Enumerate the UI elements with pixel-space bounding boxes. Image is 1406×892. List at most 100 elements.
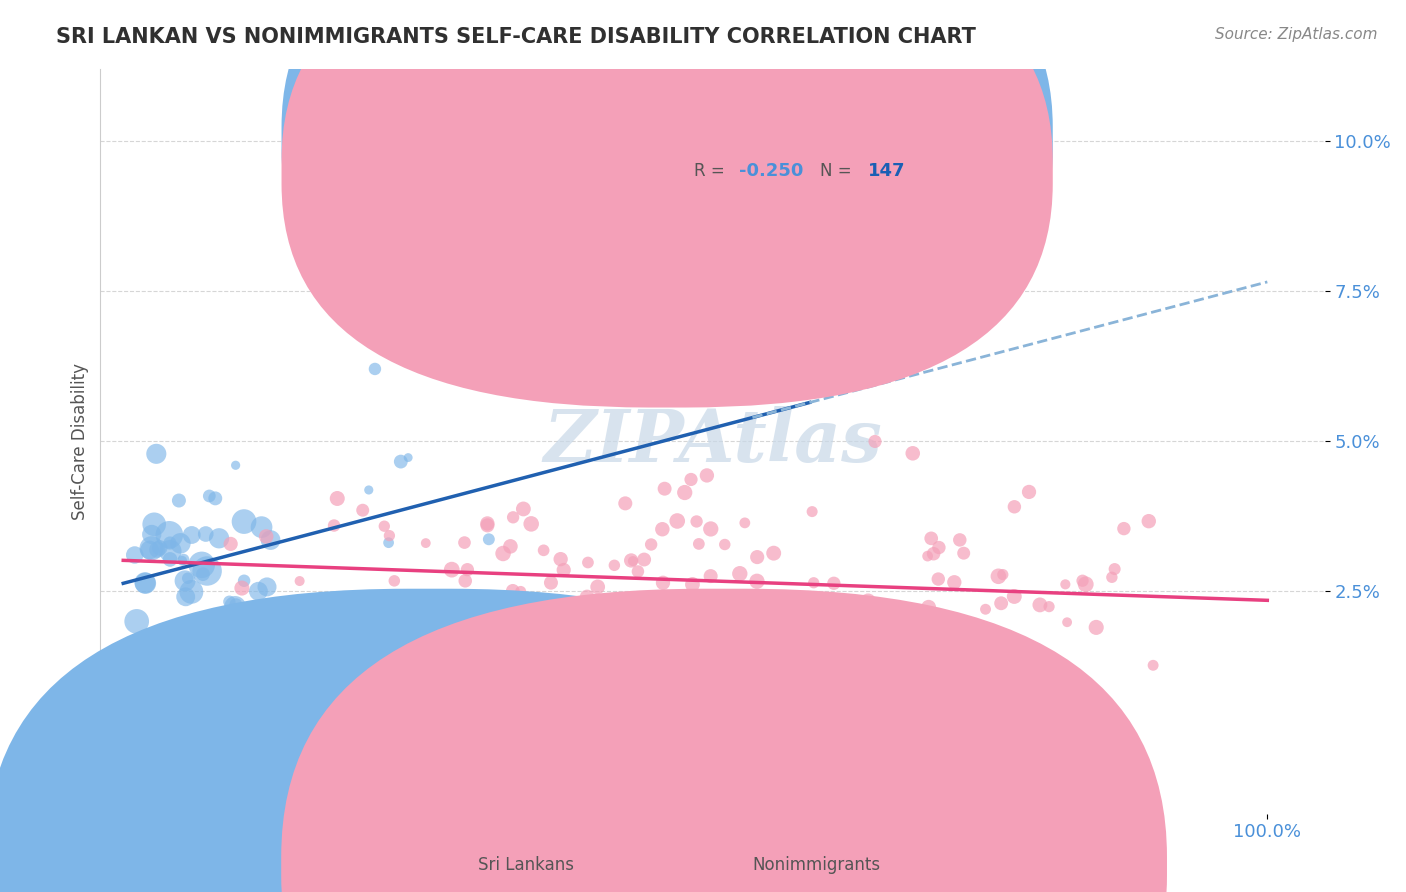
Point	[1002, 590, 1025, 604]
Point	[174, 574, 197, 588]
Point	[389, 454, 412, 468]
Text: N =: N =	[817, 128, 848, 146]
Point	[643, 632, 665, 646]
Point	[803, 575, 825, 590]
Point	[194, 527, 217, 541]
Point	[837, 596, 859, 610]
Point	[352, 503, 374, 517]
Point	[679, 473, 702, 487]
Point	[520, 516, 543, 531]
Point	[138, 543, 160, 558]
Point	[901, 446, 924, 460]
Point	[134, 576, 156, 591]
Point	[987, 569, 1010, 583]
Point	[456, 563, 478, 577]
Point	[868, 609, 890, 624]
Point	[1054, 577, 1077, 591]
Point	[952, 546, 974, 560]
Point	[323, 599, 346, 613]
Point	[643, 658, 665, 673]
Point	[384, 629, 406, 643]
Point	[352, 205, 374, 219]
Point	[262, 632, 284, 647]
Point	[163, 623, 186, 637]
Text: Source: ZipAtlas.com: Source: ZipAtlas.com	[1215, 27, 1378, 42]
Point	[398, 284, 420, 298]
Point	[478, 533, 501, 547]
Point	[813, 661, 835, 675]
Point	[463, 605, 485, 619]
Point	[198, 489, 221, 503]
Point	[799, 606, 821, 620]
Point	[699, 569, 721, 583]
Point	[159, 536, 181, 550]
Text: R =: R =	[695, 128, 725, 146]
Point	[851, 593, 873, 607]
FancyBboxPatch shape	[627, 113, 981, 218]
Point	[1059, 705, 1081, 719]
Point	[377, 535, 399, 549]
Point	[256, 580, 278, 594]
Text: ZIPAtlas: ZIPAtlas	[543, 406, 882, 476]
Point	[1085, 620, 1108, 634]
Point	[685, 515, 707, 529]
Point	[865, 600, 887, 615]
Point	[134, 575, 156, 590]
Text: 147: 147	[868, 162, 905, 180]
Point	[231, 581, 253, 595]
Point	[225, 458, 247, 473]
Point	[177, 571, 200, 585]
Point	[700, 649, 723, 664]
Point	[789, 606, 811, 620]
Point	[499, 540, 522, 554]
Point	[204, 491, 226, 506]
Point	[928, 541, 950, 555]
Point	[713, 537, 735, 551]
Point	[900, 631, 922, 645]
Point	[437, 608, 460, 623]
Point	[167, 493, 190, 508]
Point	[157, 528, 180, 542]
Point	[453, 535, 475, 549]
Point	[292, 617, 315, 632]
Point	[451, 674, 474, 689]
Point	[651, 522, 673, 536]
Point	[685, 590, 707, 604]
Point	[603, 558, 626, 573]
Point	[141, 541, 163, 556]
Point	[454, 574, 477, 588]
Point	[859, 629, 882, 643]
Point	[138, 646, 160, 660]
Point	[605, 599, 627, 613]
Point	[371, 619, 394, 633]
Point	[141, 527, 163, 541]
Point	[991, 567, 1014, 582]
Point	[224, 600, 246, 615]
FancyBboxPatch shape	[281, 0, 1053, 374]
Point	[254, 529, 277, 543]
Point	[1112, 522, 1135, 536]
Point	[553, 563, 575, 577]
Point	[173, 552, 195, 566]
Point	[640, 537, 662, 551]
Point	[821, 613, 844, 627]
Point	[620, 553, 643, 567]
Point	[322, 603, 344, 617]
Point	[169, 536, 191, 550]
Point	[943, 575, 966, 590]
Point	[219, 537, 242, 551]
Point	[728, 566, 751, 581]
Point	[233, 515, 256, 529]
Point	[515, 640, 537, 654]
Point	[972, 623, 994, 637]
Point	[793, 640, 815, 654]
Text: Sri Lankans: Sri Lankans	[478, 856, 574, 874]
Text: R =: R =	[695, 162, 725, 180]
Point	[218, 595, 240, 609]
Point	[515, 593, 537, 607]
Point	[477, 516, 499, 531]
Point	[904, 621, 927, 635]
Point	[823, 576, 845, 591]
Point	[540, 575, 562, 590]
Point	[460, 681, 482, 696]
